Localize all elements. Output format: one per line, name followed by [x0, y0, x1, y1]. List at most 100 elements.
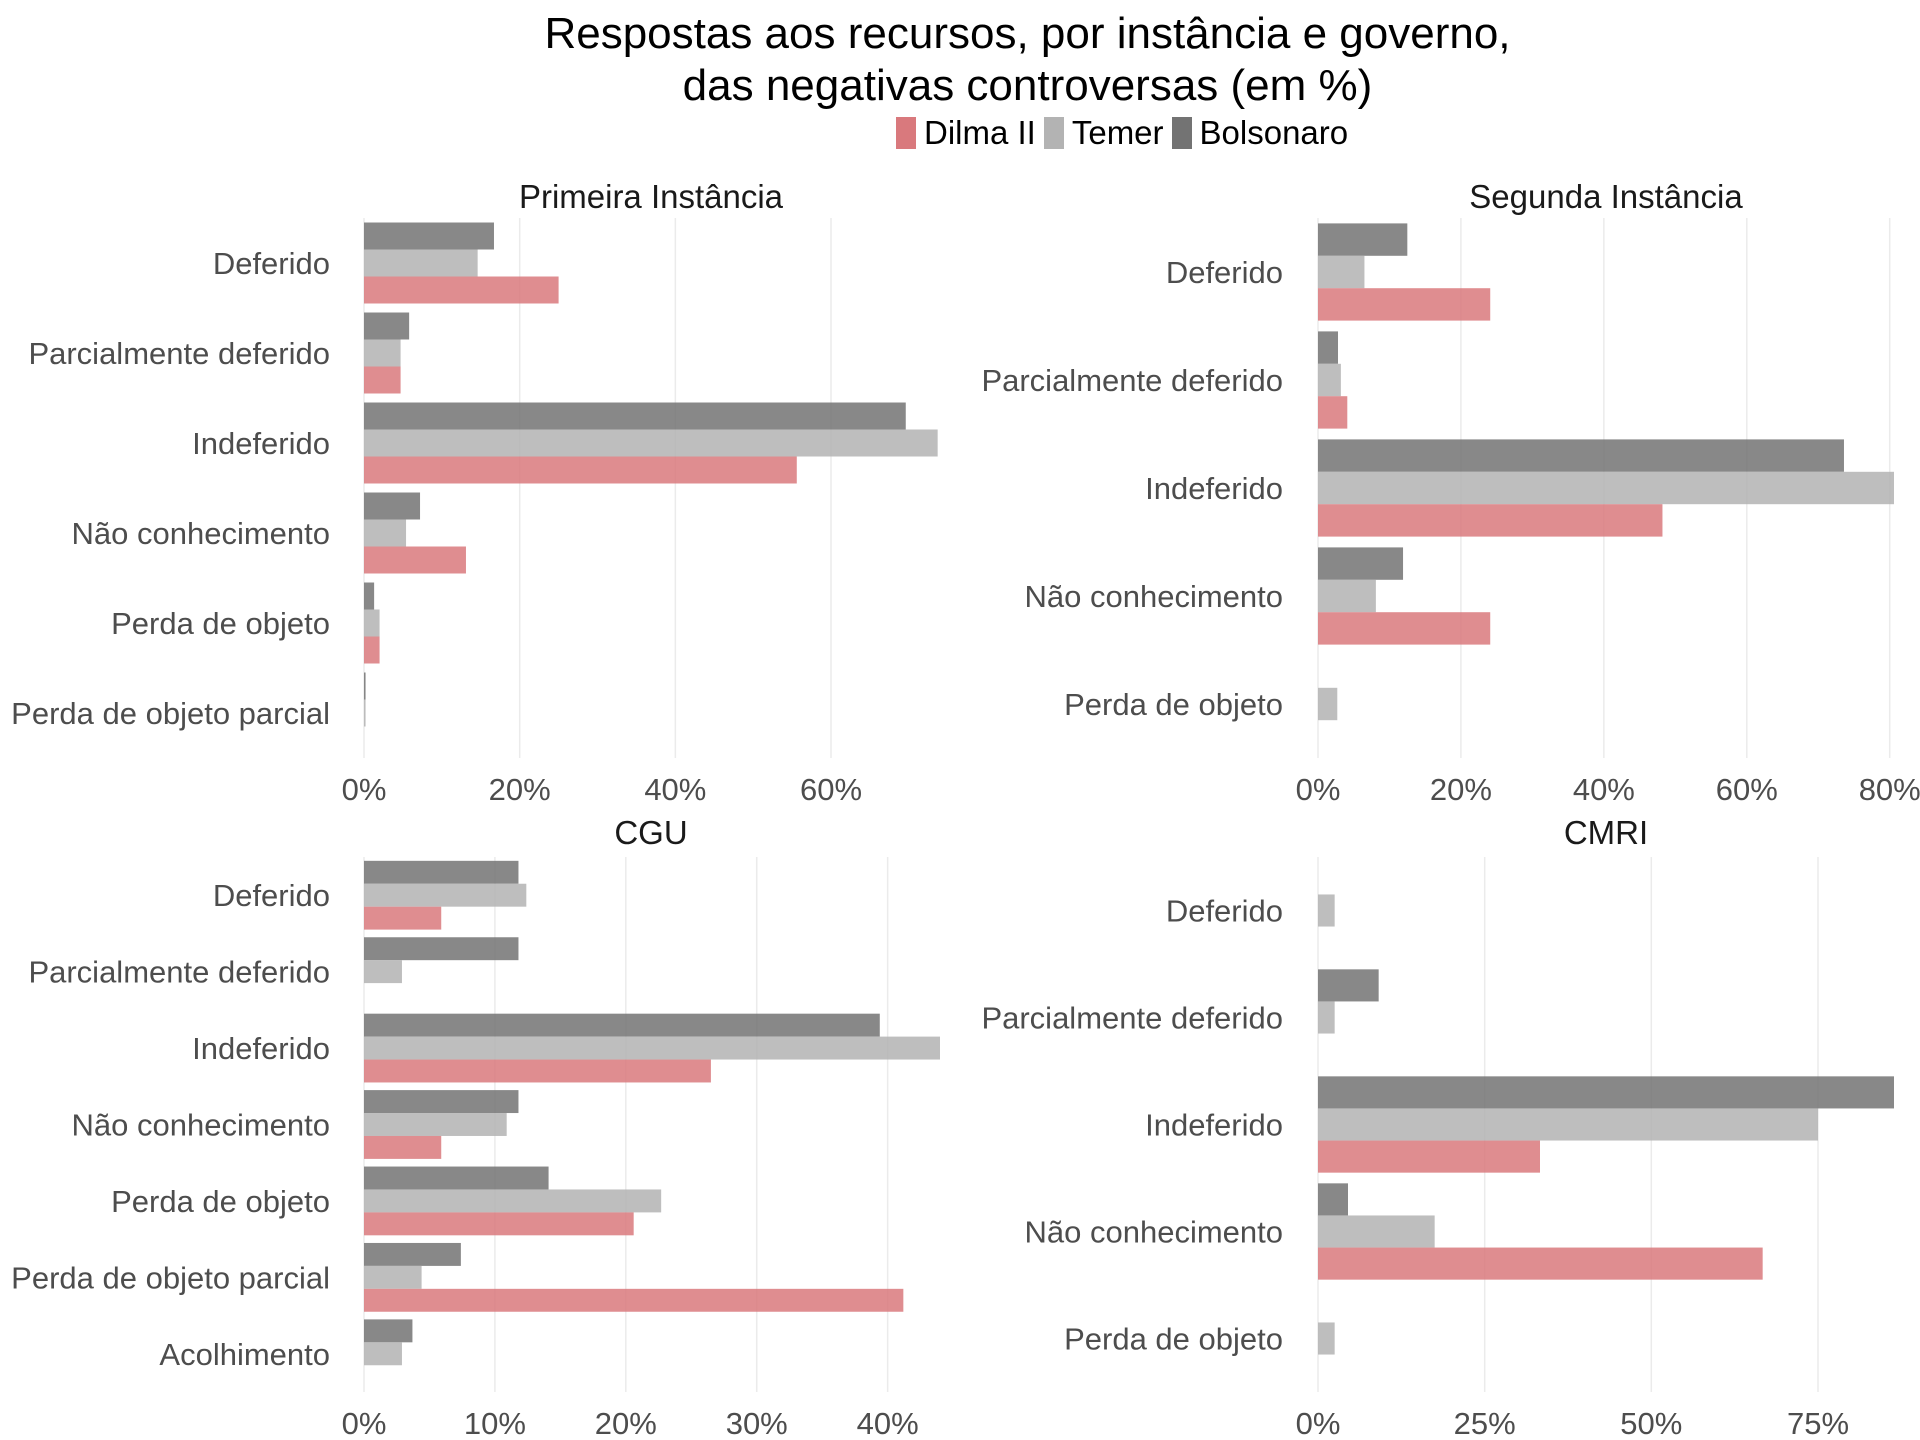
- bar-primeira-instancia-parcialmente-deferido-bolsonaro: [364, 312, 410, 340]
- bar-primeira-instancia-nao-conhecimento-temer: [364, 519, 407, 547]
- category-label-segunda-instancia-indeferido: Indeferido: [1145, 471, 1283, 506]
- tick-label-primeira-instancia-2: 40%: [644, 772, 706, 807]
- chart-title-line-2: das negativas controversas (em %): [682, 61, 1373, 110]
- bar-cmri-indeferido-bolsonaro: [1318, 1076, 1894, 1109]
- bar-primeira-instancia-parcialmente-deferido-dilma-ii: [364, 366, 401, 394]
- category-label-cgu-deferido: Deferido: [213, 878, 330, 913]
- bar-segunda-instancia-deferido-dilma-ii: [1318, 288, 1491, 321]
- bar-primeira-instancia-perda-de-objeto-parcial-temer: [364, 699, 366, 727]
- bar-segunda-instancia-deferido-temer: [1318, 255, 1365, 289]
- category-label-cgu-perda-de-objeto-parcial: Perda de objeto parcial: [11, 1260, 330, 1295]
- chart-title-line-1: Respostas aos recursos, por instância e …: [544, 9, 1511, 58]
- tick-label-cgu-3: 30%: [726, 1406, 788, 1440]
- bar-segunda-instancia-nao-conhecimento-dilma-ii: [1318, 612, 1491, 645]
- bar-primeira-instancia-deferido-bolsonaro: [364, 222, 494, 250]
- category-label-primeira-instancia-perda-de-objeto-parcial: Perda de objeto parcial: [11, 696, 330, 731]
- bar-cgu-acolhimento-bolsonaro: [364, 1319, 413, 1343]
- bar-primeira-instancia-nao-conhecimento-bolsonaro: [364, 492, 421, 520]
- bar-cgu-perda-de-objeto-bolsonaro: [364, 1166, 549, 1190]
- tick-label-cgu-1: 10%: [464, 1406, 526, 1440]
- legend-label-temer: Temer: [1071, 114, 1164, 151]
- category-label-cmri-parcialmente-deferido: Parcialmente deferido: [981, 1001, 1283, 1036]
- bar-segunda-instancia-deferido-bolsonaro: [1318, 223, 1408, 256]
- bar-segunda-instancia-indeferido-temer: [1318, 471, 1894, 505]
- bar-cgu-indeferido-dilma-ii: [364, 1059, 711, 1083]
- bar-segunda-instancia-indeferido-dilma-ii: [1318, 504, 1663, 537]
- category-label-segunda-instancia-deferido: Deferido: [1166, 255, 1283, 290]
- tick-label-segunda-instancia-2: 40%: [1573, 772, 1635, 807]
- legend-item-dilma: Dilma II: [896, 114, 1036, 152]
- category-label-cmri-indeferido: Indeferido: [1145, 1108, 1283, 1143]
- bar-primeira-instancia-parcialmente-deferido-temer: [364, 339, 401, 367]
- bar-primeira-instancia-indeferido-bolsonaro: [364, 402, 906, 430]
- tick-label-primeira-instancia-0: 0%: [342, 772, 387, 807]
- bar-cgu-indeferido-temer: [364, 1036, 940, 1060]
- bar-cmri-indeferido-temer: [1318, 1108, 1818, 1141]
- legend-item-temer: Temer: [1043, 114, 1164, 152]
- bar-primeira-instancia-perda-de-objeto-bolsonaro: [364, 582, 375, 610]
- tick-label-segunda-instancia-0: 0%: [1296, 772, 1341, 807]
- bar-primeira-instancia-nao-conhecimento-dilma-ii: [364, 546, 466, 574]
- tick-label-cgu-0: 0%: [342, 1406, 387, 1440]
- category-label-segunda-instancia-perda-de-objeto: Perda de objeto: [1064, 687, 1283, 722]
- category-label-primeira-instancia-deferido: Deferido: [213, 246, 330, 281]
- panel-title-primeira-instancia: Primeira Instância: [519, 178, 784, 215]
- tick-label-segunda-instancia-1: 20%: [1430, 772, 1492, 807]
- bar-cgu-parcialmente-deferido-bolsonaro: [364, 937, 519, 961]
- bar-cgu-parcialmente-deferido-temer: [364, 960, 402, 984]
- legend-key-bolsonaro: [1171, 117, 1192, 149]
- bar-cmri-perda-de-objeto-temer: [1318, 1322, 1335, 1355]
- bar-primeira-instancia-deferido-dilma-ii: [364, 276, 559, 304]
- category-label-cgu-nao-conhecimento: Não conhecimento: [72, 1108, 331, 1143]
- bar-cmri-indeferido-dilma-ii: [1318, 1140, 1540, 1173]
- category-label-cmri-deferido: Deferido: [1166, 894, 1283, 929]
- category-label-segunda-instancia-parcialmente-deferido: Parcialmente deferido: [981, 363, 1283, 398]
- legend-key-dilma: [896, 117, 916, 149]
- category-label-segunda-instancia-nao-conhecimento: Não conhecimento: [1025, 579, 1284, 614]
- bar-cmri-parcialmente-deferido-bolsonaro: [1318, 969, 1379, 1002]
- bar-cmri-parcialmente-deferido-temer: [1318, 1001, 1335, 1034]
- bar-cgu-deferido-dilma-ii: [364, 906, 442, 930]
- bar-cgu-nao-conhecimento-dilma-ii: [364, 1135, 442, 1159]
- bar-cgu-indeferido-bolsonaro: [364, 1013, 880, 1037]
- bar-cmri-deferido-temer: [1318, 894, 1335, 927]
- bar-cgu-nao-conhecimento-temer: [364, 1113, 507, 1136]
- legend-label-dilma: Dilma II: [924, 114, 1036, 151]
- panel-title-cgu: CGU: [614, 814, 687, 851]
- tick-label-cmri-1: 25%: [1454, 1406, 1516, 1440]
- bar-primeira-instancia-deferido-temer: [364, 249, 478, 277]
- legend: Dilma II Temer Bolsonaro: [896, 113, 1356, 153]
- bar-segunda-instancia-nao-conhecimento-bolsonaro: [1318, 547, 1404, 580]
- bar-primeira-instancia-perda-de-objeto-parcial-bolsonaro: [364, 672, 366, 700]
- panel-title-segunda-instancia: Segunda Instância: [1469, 178, 1743, 215]
- bar-segunda-instancia-parcialmente-deferido-bolsonaro: [1318, 331, 1339, 364]
- bar-segunda-instancia-parcialmente-deferido-temer: [1318, 363, 1341, 397]
- category-label-cmri-perda-de-objeto: Perda de objeto: [1064, 1322, 1283, 1357]
- tick-label-segunda-instancia-3: 60%: [1716, 772, 1778, 807]
- bar-cgu-acolhimento-temer: [364, 1342, 402, 1366]
- tick-label-cgu-4: 40%: [857, 1406, 919, 1440]
- bar-cgu-perda-de-objeto-dilma-ii: [364, 1212, 634, 1236]
- bar-cgu-perda-de-objeto-parcial-temer: [364, 1265, 422, 1289]
- bar-cgu-perda-de-objeto-parcial-dilma-ii: [364, 1288, 904, 1312]
- bar-segunda-instancia-nao-conhecimento-temer: [1318, 579, 1376, 613]
- legend-label-bolsonaro: Bolsonaro: [1199, 114, 1349, 151]
- tick-label-cmri-0: 0%: [1296, 1406, 1341, 1440]
- category-label-cgu-perda-de-objeto: Perda de objeto: [111, 1184, 330, 1219]
- category-label-primeira-instancia-parcialmente-deferido: Parcialmente deferido: [28, 336, 330, 371]
- category-label-cmri-nao-conhecimento: Não conhecimento: [1025, 1215, 1284, 1250]
- bar-primeira-instancia-perda-de-objeto-temer: [364, 609, 380, 637]
- bar-cmri-nao-conhecimento-temer: [1318, 1215, 1435, 1248]
- legend-key-temer: [1043, 117, 1064, 149]
- category-label-cgu-indeferido: Indeferido: [192, 1031, 330, 1066]
- bar-cgu-perda-de-objeto-temer: [364, 1189, 662, 1213]
- category-label-primeira-instancia-indeferido: Indeferido: [192, 426, 330, 461]
- panel-title-cmri: CMRI: [1564, 814, 1648, 851]
- tick-label-primeira-instancia-1: 20%: [489, 772, 551, 807]
- legend-item-bolsonaro: Bolsonaro: [1171, 114, 1349, 152]
- bar-cgu-deferido-temer: [364, 883, 527, 907]
- bar-cgu-perda-de-objeto-parcial-bolsonaro: [364, 1242, 461, 1266]
- bar-cmri-nao-conhecimento-bolsonaro: [1318, 1183, 1348, 1216]
- bar-cgu-nao-conhecimento-bolsonaro: [364, 1090, 519, 1114]
